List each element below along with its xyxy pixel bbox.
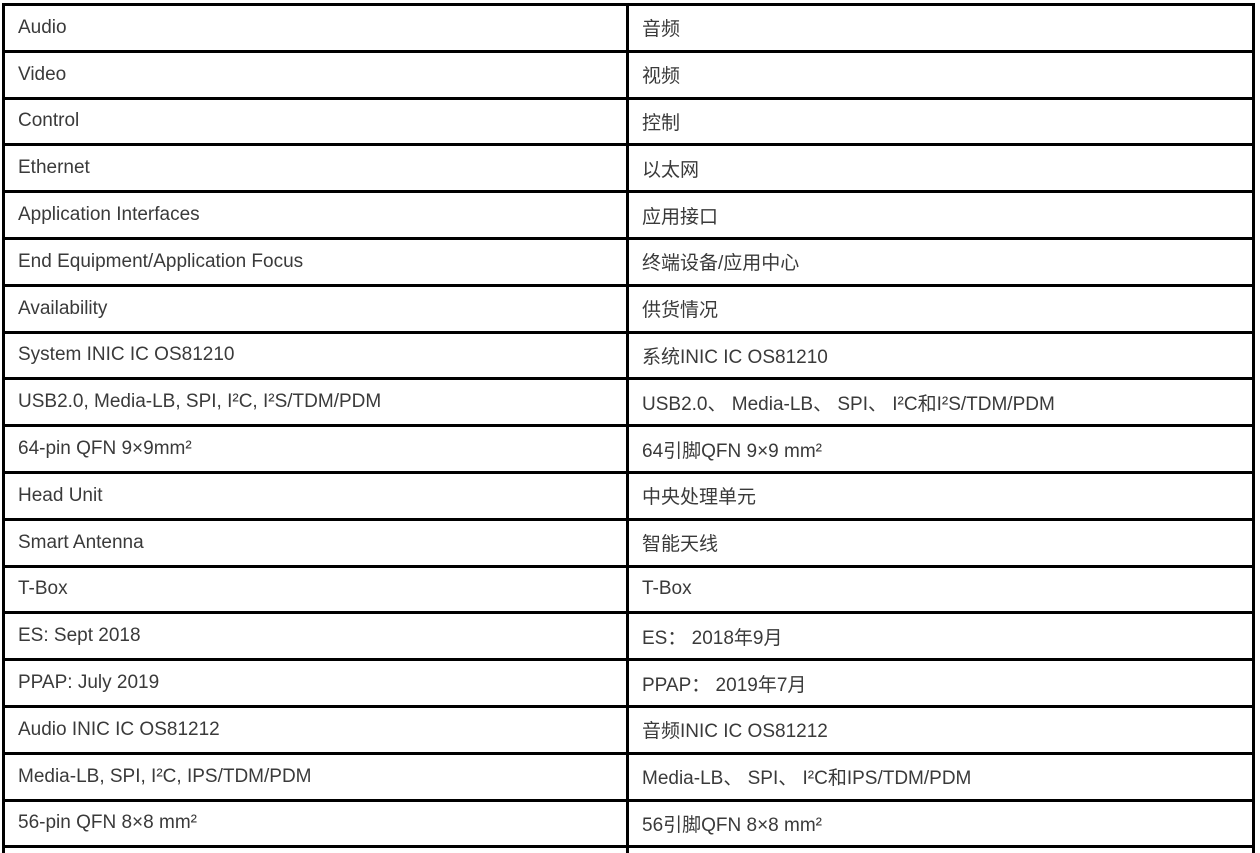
cell-chinese: ES： 2018年9月 [642,627,783,649]
table-row: T-Box T-Box [5,567,1252,615]
cell-english: 64-pin QFN 9×9mm² [5,427,629,471]
cell-english: Availability [5,286,629,331]
cell-chinese: USB2.0、 Media-LB、 SPI、 I²C和I²S/TDM/PDM [642,393,1055,415]
cell-chinese: 56引脚QFN 8×8 mm² [642,814,823,836]
table-row: ES: Sept 2018 ES： 2018年9月 [5,614,1252,662]
cell-english: Audio [5,6,629,50]
cell-english: Head Unit [5,473,629,518]
table-row: Control 控制 [5,99,1252,147]
cell-chinese: T-Box [642,578,692,600]
cell-english: Ethernet [5,146,629,191]
cell-english: 56-pin QFN 8×8 mm² [5,801,629,846]
cell-chinese: 终端设备/应用中心 [642,253,800,275]
table-row: Video 视频 [5,52,1252,100]
table-row: Smart Antenna 智能天线 [5,520,1252,568]
cell-chinese: PPAP： 2019年7月 [642,674,807,696]
cell-chinese: 中央处理单元 [642,487,757,509]
table-row: Availability 供货情况 [5,286,1252,334]
cell-english: PPAP: July 2019 [5,661,629,705]
table-row: Ethernet 以太网 [5,146,1252,194]
cell-english: Video [5,52,629,97]
cell-english: T-Box [5,567,629,612]
cell-english: Control [5,99,629,144]
cell-english: System INIC IC OS81210 [5,333,629,378]
cell-english: ES: Sept 2018 [5,614,629,659]
table-row: Audio 音频 [5,6,1252,53]
cell-english: End Equipment/Application Focus [5,239,629,284]
table-row: Head Unit 中央处理单元 [5,473,1252,521]
cell-english: Media-LB, SPI, I²C, IPS/TDM/PDM [5,754,629,799]
cell-chinese: 控制 [642,112,681,134]
table-row: PPAP: July 2019 PPAP： 2019年7月 [5,661,1252,708]
table-row: Audio INIC IC OS81212 音频INIC IC OS81212 [5,707,1252,755]
cell-chinese: 供货情况 [642,300,719,322]
cell-chinese: 智能天线 [642,534,719,556]
cell-english: USB2.0, Media-LB, SPI, I²C, I²S/TDM/PDM [5,380,629,425]
table-row-partial [5,848,1252,853]
cell-english: Smart Antenna [5,520,629,565]
cell-chinese: 视频 [642,66,681,88]
translation-table: Audio 音频 Video 视频 Control 控制 Ethernet 以太网 Applic… [2,3,1255,853]
cell-chinese [629,848,1252,853]
table-row: 56-pin QFN 8×8 mm² 56引脚QFN 8×8 mm² [5,801,1252,849]
cell-chinese: 以太网 [642,159,700,181]
cell-chinese: 音频INIC IC OS81212 [642,721,828,743]
cell-chinese: Media-LB、 SPI、 I²C和IPS/TDM/PDM [642,768,972,790]
cell-english: Application Interfaces [5,193,629,237]
cell-chinese: 音频 [642,19,681,41]
table-row: End Equipment/Application Focus 终端设备/应用中心 [5,239,1252,287]
cell-english: Audio INIC IC OS81212 [5,707,629,752]
table-row: USB2.0, Media-LB, SPI, I²C, I²S/TDM/PDM U… [5,380,1252,428]
cell-chinese: 64引脚QFN 9×9 mm² [642,440,823,462]
table-row: Media-LB, SPI, I²C, IPS/TDM/PDM Media-LB、… [5,754,1252,802]
cell-chinese: 系统INIC IC OS81210 [642,346,828,368]
cell-chinese: 应用接口 [642,206,719,228]
cell-english [5,848,629,853]
table-row: 64-pin QFN 9×9mm² 64引脚QFN 9×9 mm² [5,427,1252,474]
table-row: Application Interfaces 应用接口 [5,193,1252,240]
table-row: System INIC IC OS81210 系统INIC IC OS81210 [5,333,1252,381]
